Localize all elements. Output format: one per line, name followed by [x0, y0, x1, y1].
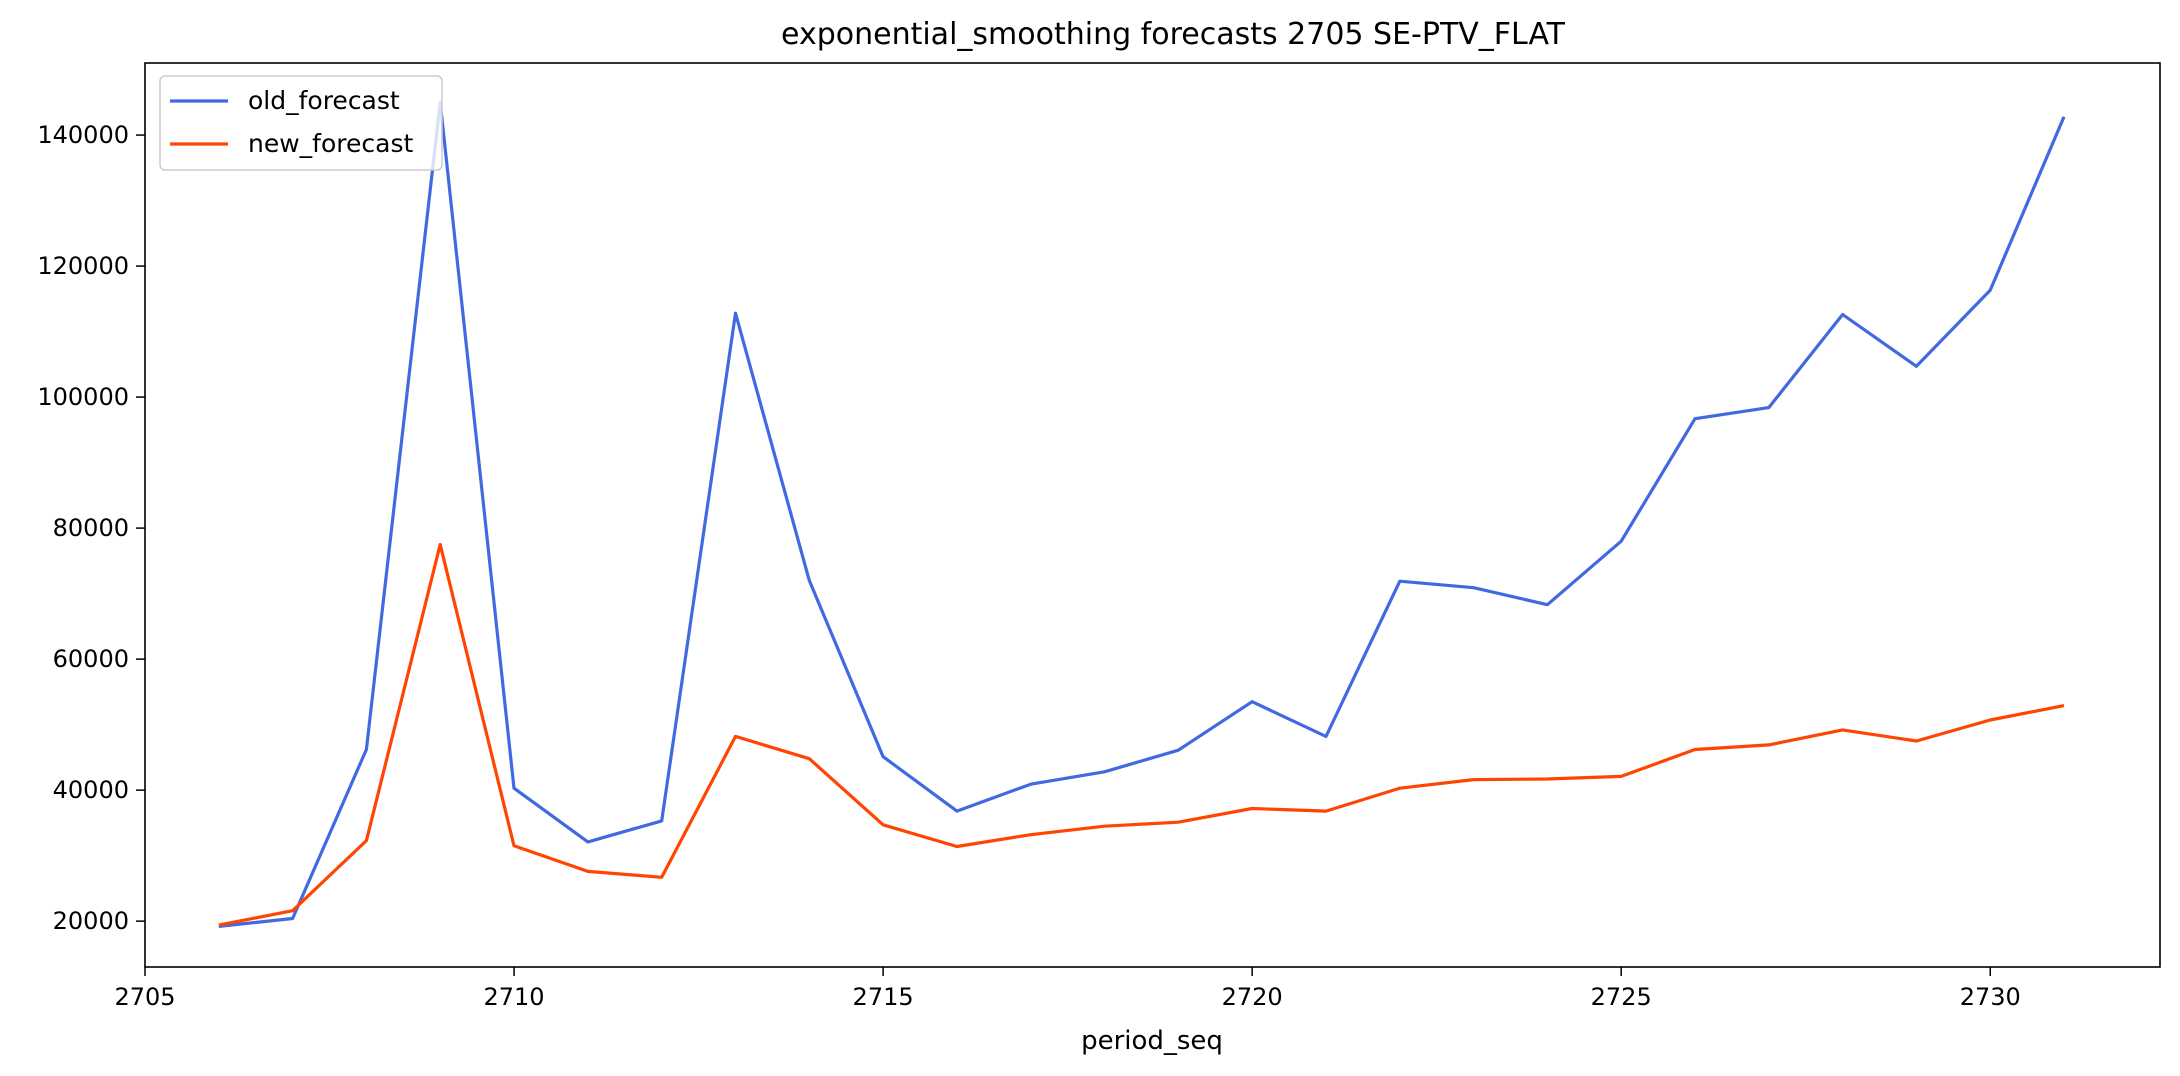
- plot-frame: [144, 62, 2161, 968]
- series-layer: [218, 100, 2066, 928]
- x-tick-label: 2730: [1960, 983, 2021, 1011]
- x-axis-label: period_seq: [1081, 1026, 1223, 1056]
- x-tick-label: 2705: [114, 983, 175, 1011]
- y-tick-label: 100000: [37, 383, 129, 411]
- y-tick-label: 40000: [53, 776, 129, 804]
- legend: old_forecast new_forecast: [159, 75, 443, 171]
- chart-title: exponential_smoothing forecasts 2705 SE-…: [781, 17, 1566, 52]
- legend-label-0: old_forecast: [248, 86, 400, 115]
- y-tick-label: 20000: [53, 907, 129, 935]
- legend-label-1: new_forecast: [248, 129, 413, 158]
- legend-box: [159, 75, 443, 171]
- series-line-0: [218, 100, 2066, 928]
- y-tick-label: 60000: [53, 645, 129, 673]
- y-tick-label: 120000: [37, 252, 129, 280]
- x-tick-label: 2725: [1591, 983, 1652, 1011]
- x-tick-label: 2720: [1222, 983, 1283, 1011]
- x-tick-label: 2710: [484, 983, 545, 1011]
- y-axis: 20000 40000 60000 80000 100000 120000 140000: [37, 121, 145, 935]
- x-tick-label: 2715: [853, 983, 914, 1011]
- y-tick-label: 80000: [53, 514, 129, 542]
- x-axis: 2705 2710 2715 2720 2725 2730: [114, 967, 2021, 1011]
- series-line-1: [218, 542, 2065, 927]
- y-tick-label: 140000: [37, 121, 129, 149]
